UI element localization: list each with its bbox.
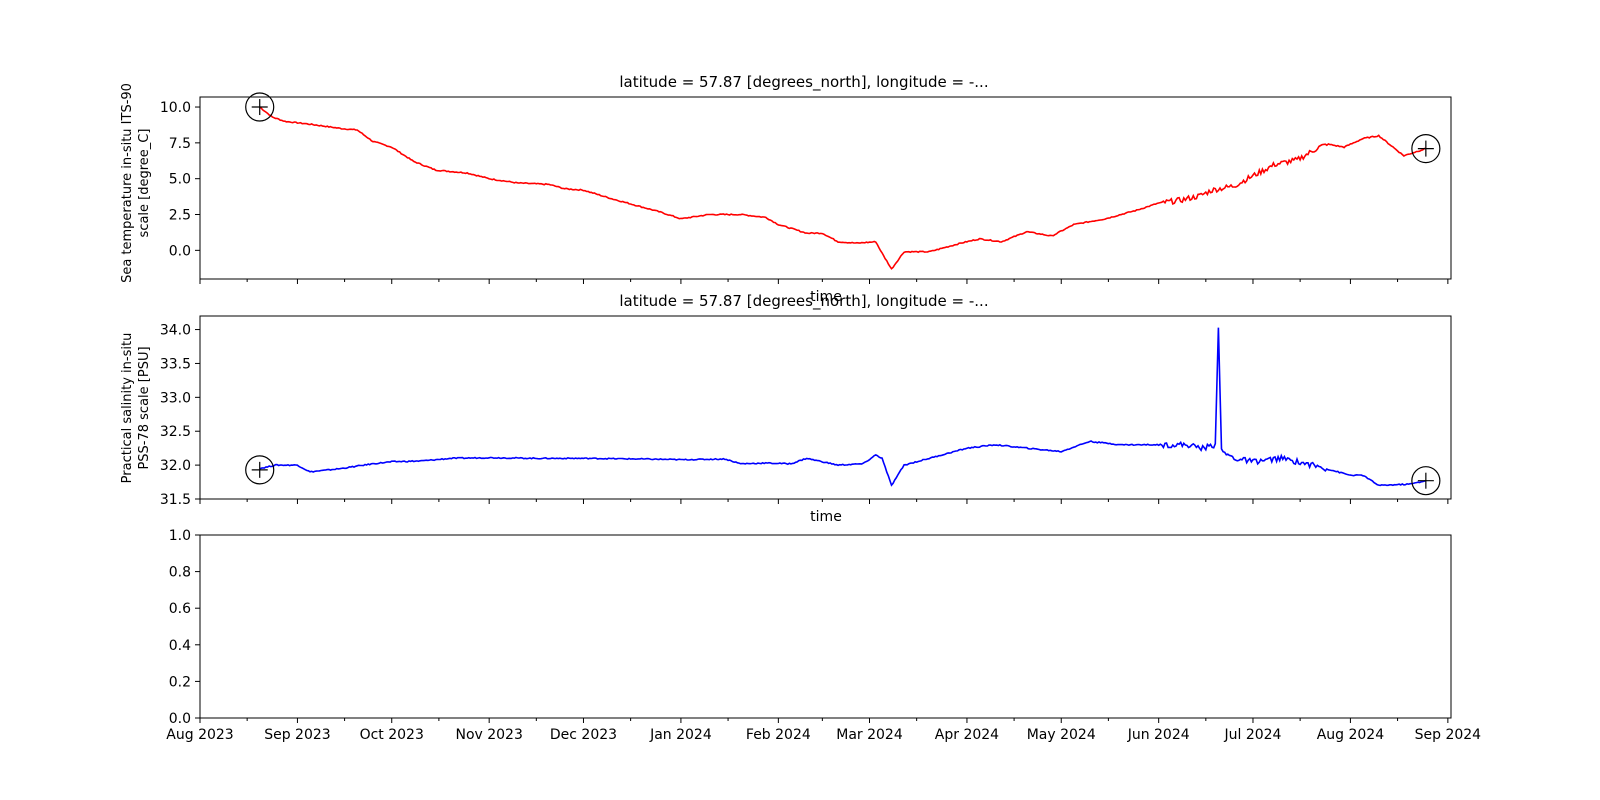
x-tick-label: Jun 2024	[1127, 727, 1190, 743]
y-tick-label: 2.5	[169, 208, 191, 224]
empty-axes-frame	[199, 534, 1452, 719]
y-tick-label: 34.0	[160, 323, 191, 339]
x-tick-label: Dec 2023	[550, 727, 617, 743]
x-tick-label: Apr 2024	[935, 727, 999, 743]
salinity-xlabel: time	[810, 509, 842, 525]
y-tick-label: 32.0	[160, 458, 191, 474]
start-marker	[245, 92, 275, 122]
temperature-title: latitude = 57.87 [degrees_north], longit…	[619, 73, 988, 92]
empty-panel: 1.0 0.8 0.6 0.4 0.2 0.0 Aug 2023 Sep 2023 Oct 2…	[166, 528, 1481, 743]
y-tick-label: 5.0	[169, 172, 191, 188]
y-tick-label: 32.5	[160, 424, 191, 440]
y-tick-label: 33.0	[160, 390, 191, 406]
y-tick-label: 0.0	[169, 243, 191, 259]
y-tick-label: 7.5	[169, 136, 191, 152]
x-tick-label: Aug 2023	[166, 727, 233, 743]
x-tick-label: Mar 2024	[836, 727, 903, 743]
y-tick-label: 31.5	[160, 492, 191, 508]
y-tick-label: 33.5	[160, 356, 191, 372]
x-tick-label: Aug 2024	[1317, 727, 1385, 743]
x-tick-label: Jan 2024	[649, 727, 712, 743]
salinity-axes-frame	[199, 315, 1452, 500]
x-tick-label: Oct 2023	[360, 727, 424, 743]
temperature-series-line	[259, 106, 1426, 270]
temperature-ylabel-line1: Sea temperature in-situ ITS-90	[120, 83, 135, 283]
y-tick-label: 1.0	[169, 528, 191, 544]
x-tick-label: Sep 2024	[1415, 727, 1482, 743]
start-marker	[245, 455, 275, 485]
y-tick-label: 0.8	[169, 565, 191, 581]
x-tick-label: Jul 2024	[1223, 727, 1281, 743]
x-tick-label: Nov 2023	[455, 727, 522, 743]
y-tick-label: 0.4	[169, 638, 191, 654]
salinity-title: latitude = 57.87 [degrees_north], longit…	[619, 292, 988, 311]
y-tick-label: 0.0	[169, 711, 191, 727]
salinity-ylabel-line2: PSS-78 scale [PSU]	[137, 346, 152, 469]
y-tick-label: 0.6	[169, 601, 191, 617]
salinity-series-line	[259, 327, 1427, 487]
x-tick-label: May 2024	[1027, 727, 1096, 743]
x-tick-label: Sep 2023	[264, 727, 330, 743]
salinity-panel: latitude = 57.87 [degrees_north], longit…	[120, 292, 1452, 525]
temperature-axes-frame	[199, 96, 1452, 280]
salinity-ylabel-line1: Practical salinity in-situ	[120, 333, 135, 484]
x-tick-label: Feb 2024	[746, 727, 811, 743]
temperature-xlabel: time	[810, 289, 842, 305]
temperature-panel: latitude = 57.87 [degrees_north], longit…	[120, 73, 1452, 305]
end-marker	[1411, 466, 1441, 496]
end-marker	[1411, 133, 1441, 164]
temperature-ylabel-line2: scale [degree_C]	[137, 129, 152, 238]
y-tick-label: 0.2	[169, 674, 191, 690]
y-tick-label: 10.0	[160, 100, 191, 116]
